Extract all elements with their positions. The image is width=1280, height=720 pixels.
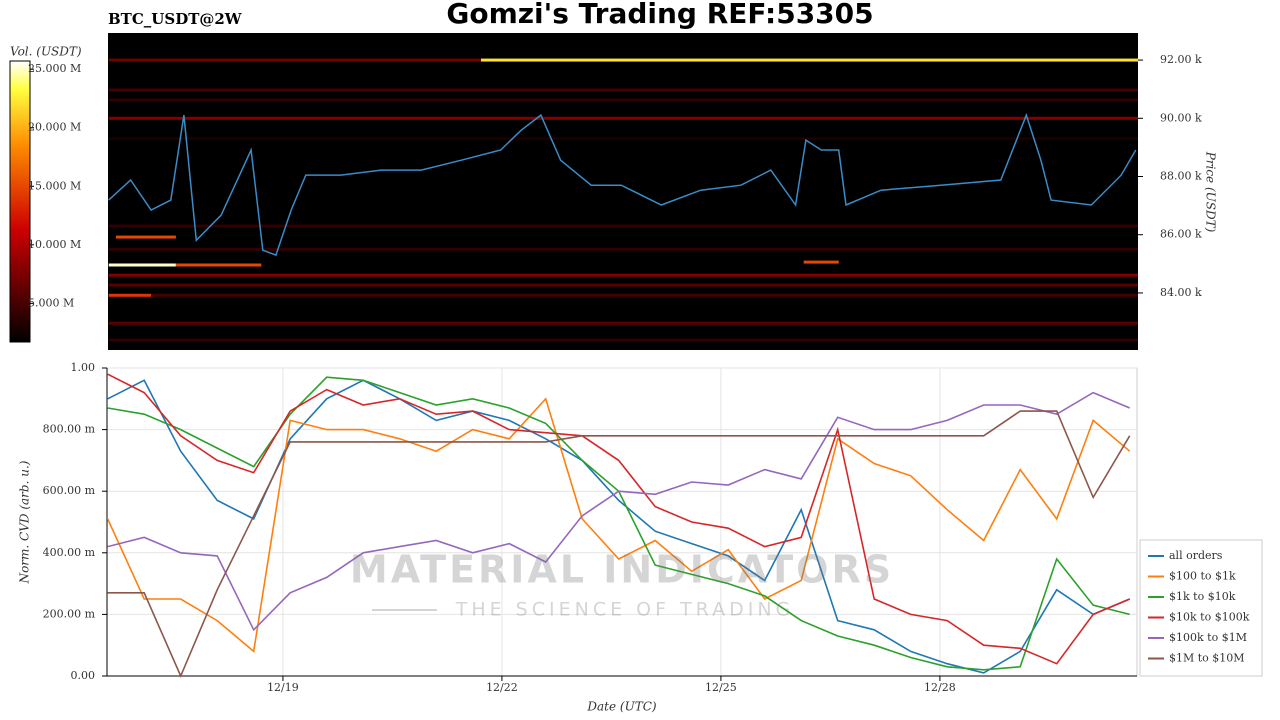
colorbar-tick-label: 10.000 M: [28, 238, 81, 251]
watermark: MATERIAL INDICATORS THE SCIENCE OF TRADI…: [350, 548, 894, 621]
subtitle: BTC_USDT@2W: [108, 10, 243, 28]
chart-title: Gomzi's Trading REF:53305: [446, 0, 873, 30]
plot-area: [106, 367, 1138, 677]
cvd-line: [106, 397, 1131, 653]
y-tick-label: 92.00 k: [1160, 53, 1202, 66]
cvd-line: [107, 410, 1131, 679]
colorbar: [9, 60, 31, 343]
colorbar-label: Vol. (USDT): [10, 45, 82, 59]
y-tick-label: 200.00 m: [43, 607, 96, 620]
y-tick-label: 0.00: [71, 669, 96, 682]
heatmap-band: [108, 137, 1138, 141]
heatmap-band: [108, 98, 1138, 102]
heatmap-band: [116, 235, 176, 239]
y-tick-label: 600.00 m: [43, 484, 96, 497]
colorbar-tick-label: 20.000 M: [28, 121, 81, 134]
legend-label: $1k to $10k: [1169, 590, 1236, 603]
legend-label: all orders: [1169, 549, 1223, 562]
legend: [1139, 539, 1263, 677]
heatmap-band: [108, 88, 1138, 92]
y-tick-label: 84.00 k: [1160, 286, 1202, 299]
legend-label: $1M to $10M: [1169, 652, 1245, 665]
heatmap-band: [108, 338, 1138, 342]
heatmap-band: [108, 247, 1138, 251]
y-axis-label: Norm. CVD (arb. u.): [18, 460, 32, 584]
legend-label: $100 to $1k: [1169, 570, 1236, 583]
colorbar-tick-label: 5.000 M: [28, 296, 74, 309]
heatmap-band: [108, 273, 1138, 277]
x-axis-label: Date (UTC): [586, 700, 656, 714]
y-tick-label: 1.00: [71, 361, 96, 374]
heatmap-band: [175, 263, 262, 267]
x-tick-label: 12/22: [486, 681, 518, 694]
price-line: [108, 112, 1137, 257]
heatmap-band: [108, 293, 152, 297]
y-tick-label: 800.00 m: [43, 423, 96, 436]
y-tick-label: 86.00 k: [1160, 228, 1202, 241]
heatmap-band: [108, 224, 1138, 228]
legend-label: $100k to $1M: [1169, 631, 1247, 644]
watermark-title: MATERIAL INDICATORS: [350, 548, 894, 592]
cvd-line: [107, 391, 1131, 632]
colorbar-tick-label: 25.000 M: [28, 62, 81, 75]
x-tick-label: 12/19: [267, 681, 299, 694]
legend-label: $10k to $100k: [1169, 611, 1250, 624]
heatmap-band: [151, 293, 1139, 297]
heatmap-band: [108, 321, 1138, 325]
y-axis-label: Price (USDT): [1204, 151, 1218, 233]
colorbar-tick-label: 15.000 M: [28, 179, 81, 192]
heatmap-area: [108, 33, 1138, 350]
x-tick-label: 12/25: [705, 681, 737, 694]
watermark-subtitle: THE SCIENCE OF TRADING: [455, 599, 795, 621]
y-tick-label: 88.00 k: [1160, 170, 1202, 183]
cvd-line: [107, 373, 1131, 665]
heatmap-band: [108, 58, 482, 62]
heatmap-band: [108, 263, 176, 267]
heatmap-band: [108, 116, 1138, 120]
heatmap-band: [481, 58, 1138, 62]
x-tick-label: 12/28: [924, 681, 956, 694]
y-tick-label: 90.00 k: [1160, 111, 1202, 124]
heatmap-band: [108, 283, 1138, 287]
y-tick-label: 400.00 m: [43, 546, 96, 559]
heatmap-band: [803, 260, 839, 264]
